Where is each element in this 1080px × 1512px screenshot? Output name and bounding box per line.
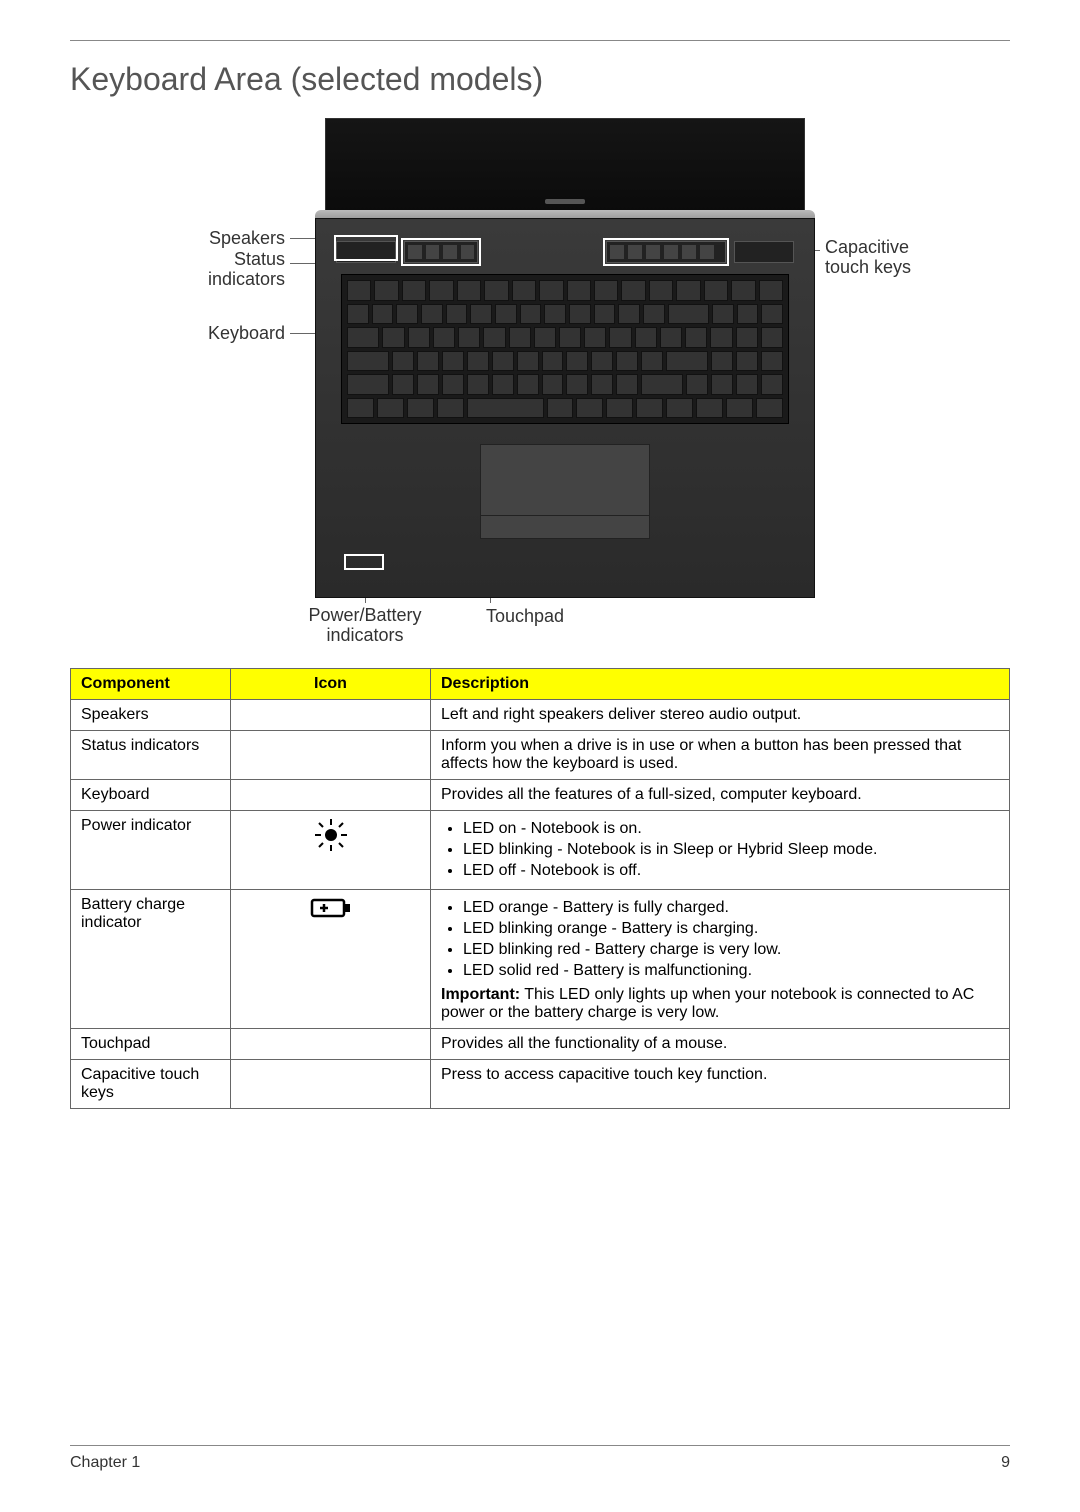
laptop-illustration: [315, 118, 815, 598]
label-cap-l1: Capacitive: [825, 237, 909, 257]
header-icon: Icon: [231, 669, 431, 700]
touchpad-graphic: [480, 444, 650, 539]
callout-power-battery: [344, 554, 384, 570]
callout-status: [401, 238, 481, 266]
callout-capkeys: [603, 238, 729, 266]
list-item: LED on - Notebook is on.: [463, 820, 999, 838]
cell-component: Touchpad: [71, 1029, 231, 1060]
cell-component: Status indicators: [71, 731, 231, 780]
table-row: Battery charge indicator LED orange - Ba…: [71, 890, 1010, 1029]
component-table: Component Icon Description Speakers Left…: [70, 668, 1010, 1109]
cell-icon: [231, 890, 431, 1029]
keyboard-diagram: Speakers Status indicators Keyboard Capa…: [145, 118, 935, 658]
header-description: Description: [431, 669, 1010, 700]
power-bullet-list: LED on - Notebook is on. LED blinking - …: [463, 820, 999, 880]
top-strip: [336, 237, 794, 267]
footer-page-number: 9: [1001, 1454, 1010, 1472]
label-cap-l2: touch keys: [825, 257, 911, 277]
cell-icon: [231, 731, 431, 780]
power-indicator-icon: [313, 817, 349, 853]
battery-bullet-list: LED orange - Battery is fully charged. L…: [463, 899, 999, 980]
table-row: Power indicator: [71, 811, 1010, 890]
battery-indicator-icon: [309, 896, 353, 920]
label-pb-l2: indicators: [326, 625, 403, 645]
label-keyboard: Keyboard: [145, 323, 285, 344]
cell-description: Provides all the functionality of a mous…: [431, 1029, 1010, 1060]
cell-icon: [231, 1029, 431, 1060]
label-status-l2: indicators: [208, 269, 285, 289]
table-row: Touchpad Provides all the functionality …: [71, 1029, 1010, 1060]
label-touchpad: Touchpad: [465, 606, 585, 646]
list-item: LED blinking - Notebook is in Sleep or H…: [463, 841, 999, 859]
cell-component: Speakers: [71, 700, 231, 731]
cell-description: Provides all the features of a full-size…: [431, 780, 1010, 811]
battery-important-note: Important: This LED only lights up when …: [441, 986, 999, 1022]
cell-description: LED orange - Battery is fully charged. L…: [431, 890, 1010, 1029]
cell-icon: [231, 700, 431, 731]
top-rule: [70, 40, 1010, 41]
table-row: Speakers Left and right speakers deliver…: [71, 700, 1010, 731]
keyboard-graphic: [341, 274, 789, 424]
list-item: LED off - Notebook is off.: [463, 862, 999, 880]
page-title: Keyboard Area (selected models): [70, 61, 1010, 98]
cell-icon: [231, 811, 431, 890]
footer-chapter: Chapter 1: [70, 1454, 140, 1472]
cell-description: LED on - Notebook is on. LED blinking - …: [431, 811, 1010, 890]
label-status-l1: Status: [234, 249, 285, 269]
label-capacitive: Capacitive touch keys: [825, 238, 911, 278]
list-item: LED blinking red - Battery charge is ver…: [463, 941, 999, 959]
cell-icon: [231, 1060, 431, 1109]
cell-component: Keyboard: [71, 780, 231, 811]
laptop-lid: [325, 118, 805, 213]
cell-icon: [231, 780, 431, 811]
cell-component: Power indicator: [71, 811, 231, 890]
label-speakers: Speakers: [145, 228, 285, 249]
speaker-right: [734, 241, 794, 263]
header-component: Component: [71, 669, 231, 700]
table-header-row: Component Icon Description: [71, 669, 1010, 700]
list-item: LED blinking orange - Battery is chargin…: [463, 920, 999, 938]
cell-description: Left and right speakers deliver stereo a…: [431, 700, 1010, 731]
cell-component: Battery charge indicator: [71, 890, 231, 1029]
label-status-indicators: Status indicators: [145, 250, 285, 290]
cell-component: Capacitive touch keys: [71, 1060, 231, 1109]
bottom-labels: Power/Battery indicators Touchpad: [315, 606, 815, 646]
diagram-container: Speakers Status indicators Keyboard Capa…: [70, 118, 1010, 658]
important-label: Important:: [441, 986, 520, 1003]
page-footer: Chapter 1 9: [70, 1445, 1010, 1472]
cell-description: Press to access capacitive touch key fun…: [431, 1060, 1010, 1109]
important-text: This LED only lights up when your notebo…: [441, 986, 974, 1021]
cell-description: Inform you when a drive is in use or whe…: [431, 731, 1010, 780]
label-pb-l1: Power/Battery: [308, 605, 421, 625]
table-row: Keyboard Provides all the features of a …: [71, 780, 1010, 811]
laptop-deck: [315, 218, 815, 598]
list-item: LED orange - Battery is fully charged.: [463, 899, 999, 917]
table-row: Capacitive touch keys Press to access ca…: [71, 1060, 1010, 1109]
table-row: Status indicators Inform you when a driv…: [71, 731, 1010, 780]
callout-speaker: [334, 235, 398, 261]
list-item: LED solid red - Battery is malfunctionin…: [463, 962, 999, 980]
